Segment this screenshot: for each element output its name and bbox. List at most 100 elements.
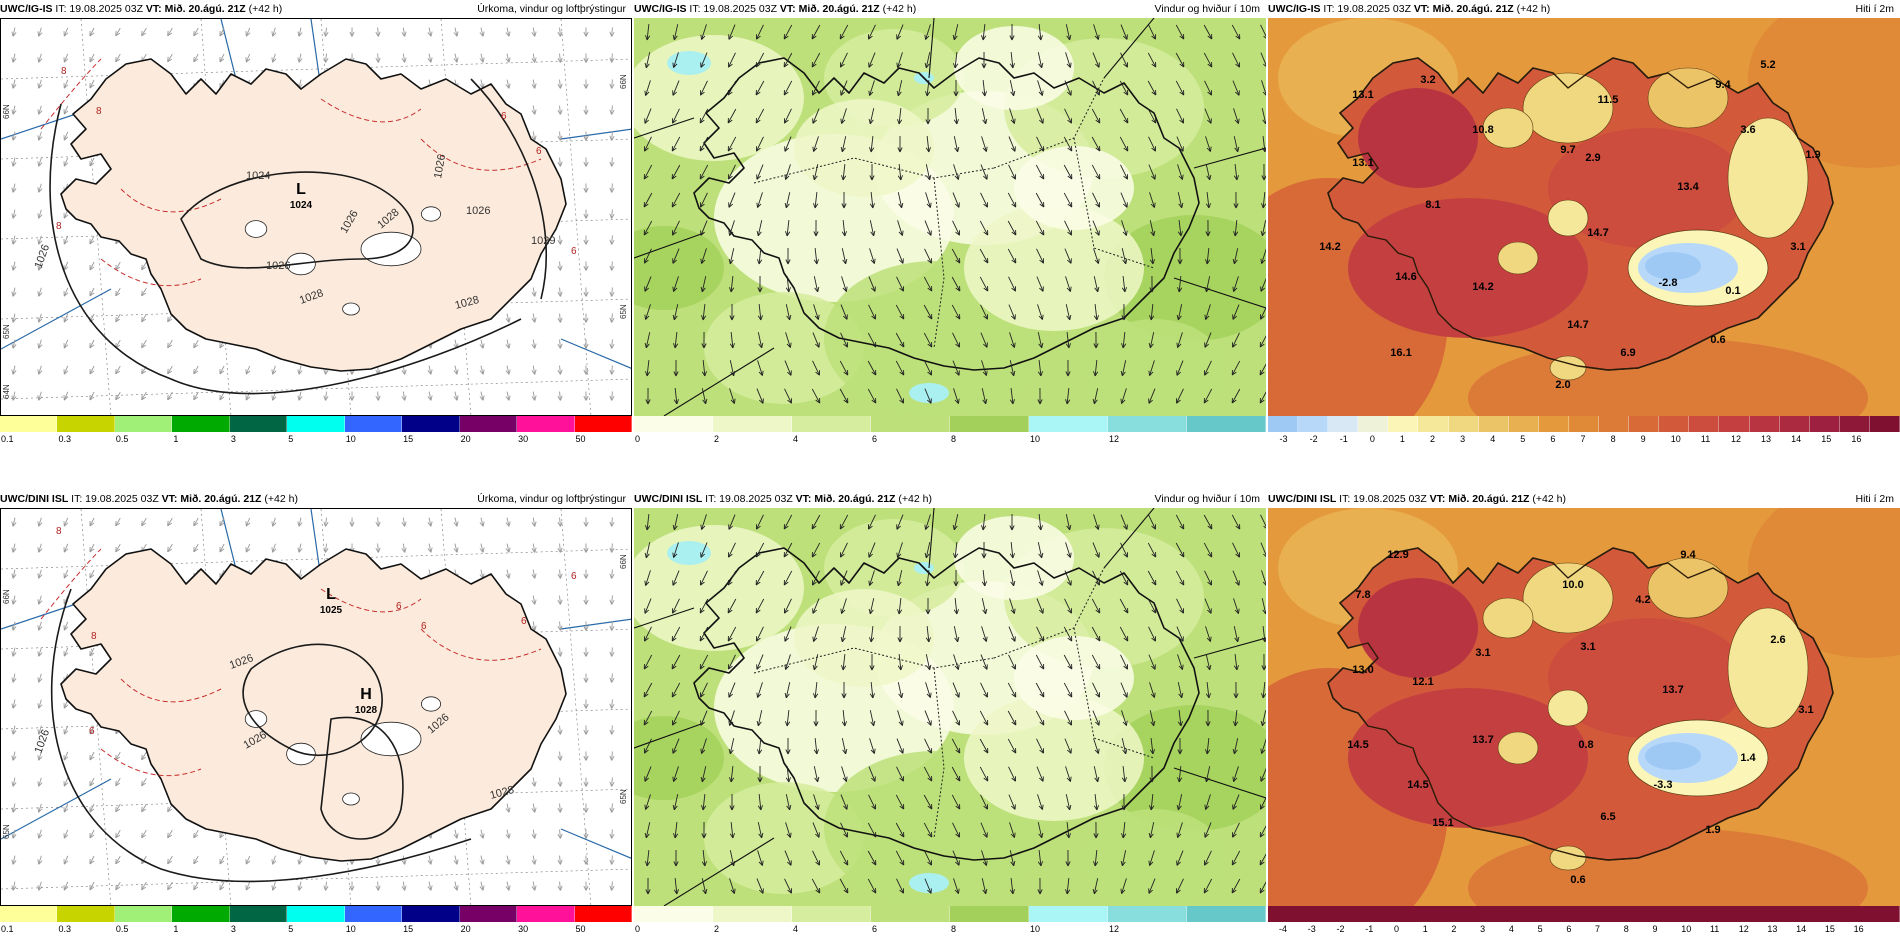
valid-time: VT: Mið. 20.ágú. 21Z	[161, 493, 262, 505]
colorbar-swatch	[1108, 906, 1187, 922]
colorbar-tick-label: 8	[951, 434, 957, 444]
colorbar-tick-label: 4	[793, 434, 799, 444]
precip-map[interactable]: 1026 1026 1026 1028 1026 8 6 6 6 6 6 8 66N 65N 66N 65N L…	[0, 508, 632, 906]
colorbar-tick-label: 2	[714, 434, 720, 444]
colorbar-swatch	[1358, 416, 1389, 432]
colorbar-swatch	[344, 906, 403, 922]
colorbar-tick-label: 3	[230, 924, 236, 934]
panel-header: UWC/IG-IS IT: 19.08.2025 03Z VT: Mið. 20…	[634, 0, 1266, 18]
colorbar-swatch	[1568, 416, 1600, 432]
temperature-label: 1.4	[1740, 752, 1756, 764]
colorbar-swatch	[517, 906, 575, 922]
wind-arrows	[643, 513, 1266, 895]
colorbar-tick-label: -4	[1279, 924, 1288, 934]
highland-temperature-field	[1482, 67, 1809, 381]
panel-temp-row2: UWC/DINI ISL IT: 19.08.2025 03Z VT: Mið.…	[1268, 490, 1900, 948]
colorbar-tick-label: 3	[230, 434, 236, 444]
latitude-label: 65N	[2, 324, 11, 339]
temperature-label: 0.1	[1725, 285, 1740, 297]
colorbar-tick-label: 12	[1738, 924, 1749, 934]
colorbar-swatch	[950, 906, 1029, 922]
wind-map[interactable]	[634, 508, 1266, 906]
colorbar-swatch	[713, 906, 792, 922]
latitude-label: 65N	[619, 304, 628, 319]
temp-map[interactable]: 12.9 7.8 10.0 9.4 4.2 2.6 3.1 3.1 13.0 12.1 13.7 3.…	[1268, 508, 1900, 906]
sector-lines	[634, 18, 1266, 416]
colorbar-swatch	[1268, 416, 1299, 432]
temperature-label: 14.7	[1567, 319, 1588, 331]
wind-colorbar-labels: 0 2 4 6 8 10 12	[634, 432, 1266, 448]
panel-wind-row1: UWC/IG-IS IT: 19.08.2025 03Z VT: Mið. 20…	[634, 0, 1266, 458]
iceland-coastline	[693, 547, 1200, 861]
colorbar-swatch	[1418, 416, 1449, 432]
temperature-label: 13.1	[1352, 157, 1373, 169]
colorbar-tick-label: 0.3	[58, 924, 71, 934]
colorbar-swatch	[1749, 416, 1780, 432]
wind-arrows	[643, 23, 1266, 405]
colorbar-tick-label: 0.5	[115, 434, 129, 444]
iceland-coastline	[693, 57, 1200, 371]
colorbar-tick-label: -1	[1365, 924, 1374, 934]
glacier	[360, 721, 422, 757]
colorbar-tick-label: 3	[1460, 434, 1466, 444]
panel-title: Hiti í 2m	[1855, 493, 1894, 505]
panel-title: Úrkoma, vindur og loftþrýstingur	[477, 3, 626, 15]
colorbar-swatch	[634, 416, 713, 432]
colorbar-swatch	[1478, 416, 1509, 432]
colorbar-tick-label: 5	[288, 924, 294, 934]
colorbar-tick-label: 5	[1520, 434, 1526, 444]
high-pressure-value: 1028	[355, 705, 378, 716]
temperature-label: 1.9	[1705, 824, 1720, 836]
colorbar-tick-label: 4	[1490, 434, 1496, 444]
colorbar-swatch	[1268, 906, 1900, 922]
temperature-label: 10.0	[1562, 579, 1583, 591]
temperature-label: 6.5	[1600, 811, 1615, 823]
temperature-label: 5.2	[1760, 59, 1775, 71]
colorbar-tick-label: 16	[1851, 434, 1862, 444]
colorbar-swatch	[114, 416, 173, 432]
latitude-label: 64N	[2, 384, 11, 399]
high-pressure-marker: H	[360, 686, 372, 703]
colorbar-swatch	[1029, 416, 1108, 432]
temperature-label: 13.7	[1472, 734, 1493, 746]
latitude-label: 65N	[2, 824, 11, 839]
wind-speed-field	[634, 516, 1266, 906]
precip-contour-label: 6	[396, 601, 402, 612]
colorbar-tick-label: 11	[1709, 924, 1720, 934]
colorbar-swatch	[1599, 416, 1630, 432]
wind-speed-field	[634, 26, 1266, 416]
precip-contour-label: 8	[61, 66, 67, 77]
temperature-label: 13.0	[1352, 664, 1373, 676]
precip-contours	[40, 548, 542, 777]
colorbar-tick-label: 5	[288, 434, 294, 444]
valid-time: VT: Mið. 20.ágú. 21Z	[1413, 3, 1514, 15]
temperature-label: 1.9	[1805, 149, 1820, 161]
temperature-label: 14.5	[1407, 779, 1428, 791]
temp-map[interactable]: 13.1 3.2 11.5 9.4 5.2 10.8 9.7 2.9 3.6 1.9 13.1 8.1…	[1268, 18, 1900, 416]
init-time: IT: 19.08.2025 03Z	[689, 3, 777, 15]
colorbar-tick-label: 14	[1796, 924, 1807, 934]
colorbar-tick-label: 13	[1761, 434, 1772, 444]
colorbar-tick-label: 6	[1550, 434, 1556, 444]
precip-map[interactable]: 1026 1024 1026 1026 1026 1028 1028 1029 1026 1028…	[0, 18, 632, 416]
colorbar-swatch	[1689, 416, 1720, 432]
colorbar-tick-label: 10	[1670, 434, 1681, 444]
precip-contour-label: 6	[421, 621, 427, 632]
colorbar-tick-label: 0.1	[1, 434, 14, 444]
colorbar-tick-label: 11	[1700, 434, 1711, 444]
init-time: IT: 19.08.2025 03Z	[71, 493, 159, 505]
colorbar-swatch	[1448, 416, 1479, 432]
valid-time: VT: Mið. 20.ágú. 21Z	[1429, 493, 1530, 505]
panel-title: Vindur og hviður í 10m	[1154, 493, 1260, 505]
colorbar-tick-label: 4	[793, 924, 799, 934]
model-name: UWC/DINI ISL	[634, 493, 703, 505]
colorbar-tick-label: 50	[575, 924, 586, 934]
panel-temp-row1: UWC/IG-IS IT: 19.08.2025 03Z VT: Mið. 20…	[1268, 0, 1900, 458]
wind-map[interactable]	[634, 18, 1266, 416]
isobar-label: 1026	[33, 243, 53, 270]
colorbar-tick-label: 12	[1109, 924, 1120, 934]
glacier	[244, 220, 268, 238]
iceland-land	[60, 58, 567, 372]
colorbar-swatch	[57, 906, 115, 922]
temperature-label: 14.2	[1319, 241, 1340, 253]
